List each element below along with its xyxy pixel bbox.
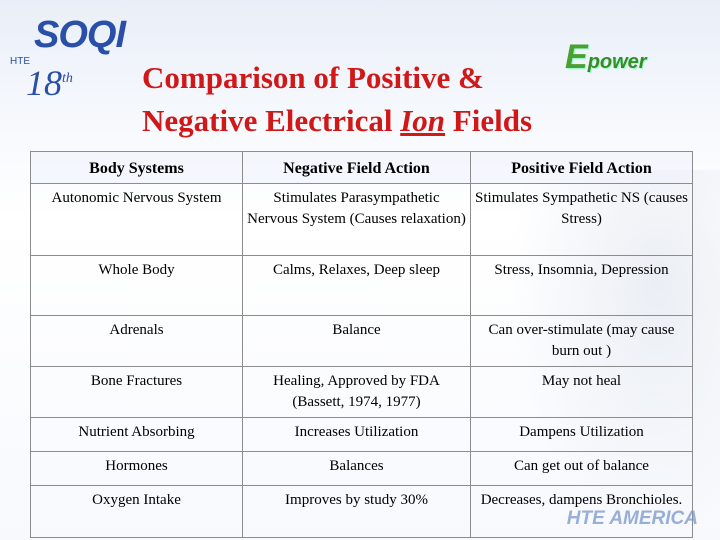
- table-cell: Nutrient Absorbing: [30, 417, 243, 452]
- table-cell: Balances: [242, 451, 471, 486]
- logo-sub: HTE: [10, 56, 30, 67]
- comparison-table: Body Systems Negative Field Action Posit…: [30, 151, 693, 538]
- table-header-row: Body Systems Negative Field Action Posit…: [30, 151, 693, 184]
- slide-title: Comparison of Positive & Negative Electr…: [142, 60, 533, 138]
- table-cell: Autonomic Nervous System: [30, 183, 243, 256]
- table-cell: Healing, Approved by FDA (Bassett, 1974,…: [242, 366, 471, 418]
- table-cell: Dampens Utilization: [470, 417, 693, 452]
- table-row: Autonomic Nervous System Stimulates Para…: [30, 183, 693, 256]
- table-cell: Balance: [242, 315, 471, 367]
- table-cell: Can get out of balance: [470, 451, 693, 486]
- table-cell: Hormones: [30, 451, 243, 486]
- table-cell: Bone Fractures: [30, 366, 243, 418]
- footer-brand-logo: HTE AMERICA: [566, 508, 698, 529]
- table-row: Adrenals Balance Can over-stimulate (may…: [30, 315, 693, 367]
- table-cell: Improves by study 30%: [242, 485, 471, 538]
- table-cell: Can over-stimulate (may cause burn out ): [470, 315, 693, 367]
- table-row: Nutrient Absorbing Increases Utilization…: [30, 417, 693, 452]
- table-cell: Stress, Insomnia, Depression: [470, 255, 693, 316]
- table-cell: Decreases, dampens Bronchioles.: [470, 485, 693, 538]
- epower-logo: Epower: [565, 38, 647, 76]
- soqi-logo: SOQI HTE 18th: [0, 0, 150, 120]
- table-cell: May not heal: [470, 366, 693, 418]
- table-cell: Oxygen Intake: [30, 485, 243, 538]
- table-row: Oxygen Intake Improves by study 30% Decr…: [30, 485, 693, 538]
- header-positive-field: Positive Field Action: [470, 151, 693, 184]
- logo-anniversary: 18th: [26, 63, 73, 103]
- header-body-systems: Body Systems: [30, 151, 243, 184]
- table-row: Bone Fractures Healing, Approved by FDA …: [30, 366, 693, 418]
- table-cell: Whole Body: [30, 255, 243, 316]
- table-cell: Stimulates Sympathetic NS (causes Stress…: [470, 183, 693, 256]
- table-cell: Stimulates Parasympathetic Nervous Syste…: [242, 183, 471, 256]
- logo-text: SOQI: [34, 14, 126, 56]
- table-cell: Adrenals: [30, 315, 243, 367]
- table-row: Hormones Balances Can get out of balance: [30, 451, 693, 486]
- table-cell: Increases Utilization: [242, 417, 471, 452]
- table-row: Whole Body Calms, Relaxes, Deep sleep St…: [30, 255, 693, 316]
- title-ion-word: Ion: [400, 103, 446, 138]
- header-negative-field: Negative Field Action: [242, 151, 471, 184]
- table-cell: Calms, Relaxes, Deep sleep: [242, 255, 471, 316]
